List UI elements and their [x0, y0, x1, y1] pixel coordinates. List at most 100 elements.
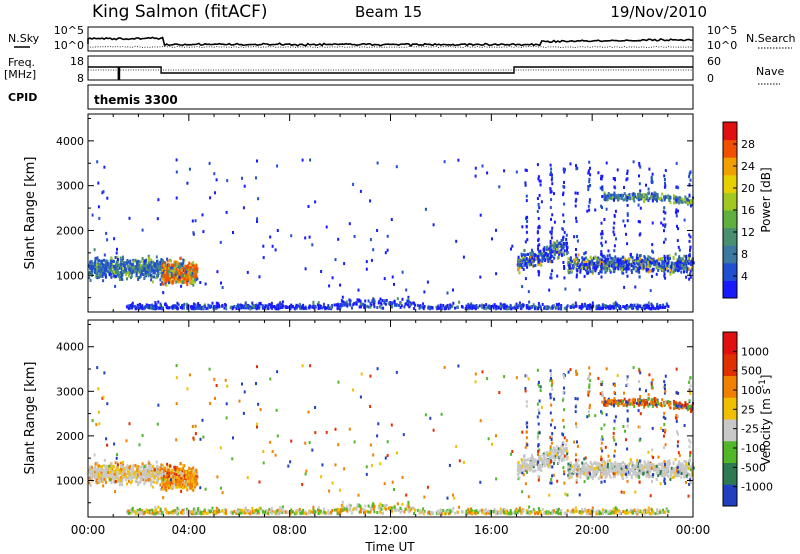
- power-point: [171, 265, 174, 269]
- power-point: [669, 196, 672, 200]
- velocity-point: [326, 511, 329, 515]
- power-point: [118, 263, 121, 267]
- power-point: [549, 254, 552, 258]
- power-point: [637, 262, 639, 266]
- power-point: [560, 246, 563, 250]
- power-point: [614, 255, 617, 259]
- power-point: [617, 265, 620, 269]
- power-point: [116, 255, 119, 259]
- power-point: [646, 195, 649, 199]
- power-point: [148, 304, 151, 308]
- power-point: [615, 306, 617, 310]
- power-point: [550, 171, 552, 175]
- power-point: [155, 264, 158, 268]
- power-point: [149, 269, 152, 273]
- velocity-point: [600, 511, 602, 515]
- power-point: [569, 261, 572, 265]
- power-point: [627, 260, 630, 263]
- power-point: [648, 197, 651, 201]
- power-point: [110, 272, 113, 276]
- velocity-point: [104, 469, 107, 473]
- velocity-point: [129, 464, 132, 468]
- power-point: [626, 212, 629, 216]
- power-point: [131, 271, 133, 275]
- velocity-point: [128, 467, 131, 470]
- power-point: [188, 167, 191, 171]
- velocity-point: [98, 464, 101, 468]
- power-point: [93, 266, 96, 269]
- power-point: [179, 257, 182, 261]
- velocity-point: [342, 505, 345, 509]
- power-point: [503, 303, 506, 307]
- power-point: [660, 221, 663, 225]
- velocity-point: [100, 473, 103, 477]
- power-point: [565, 237, 568, 241]
- colorbar-tick-label: 12: [741, 226, 755, 239]
- frequency-line: [88, 66, 693, 80]
- velocity-point: [166, 469, 169, 473]
- velocity-point: [171, 469, 174, 473]
- power-point: [627, 267, 629, 271]
- power-point: [613, 260, 616, 264]
- power-point: [651, 172, 654, 176]
- power-point: [276, 229, 279, 232]
- power-point: [592, 269, 595, 273]
- power-point: [136, 259, 139, 263]
- power-point: [626, 213, 629, 217]
- velocity-point: [475, 509, 478, 513]
- power-point: [384, 302, 387, 306]
- power-point: [97, 181, 100, 185]
- power-point: [641, 193, 643, 197]
- power-point: [555, 250, 558, 254]
- velocity-point: [90, 469, 93, 473]
- power-point: [649, 307, 652, 310]
- power-point: [531, 305, 534, 308]
- power-point: [146, 269, 149, 273]
- power-point: [439, 303, 442, 307]
- velocity-point: [217, 507, 220, 511]
- power-y-label: Slant Range [km]: [23, 157, 38, 270]
- power-point: [485, 307, 488, 311]
- power-point: [400, 304, 403, 308]
- power-point: [596, 261, 599, 265]
- power-point: [267, 306, 269, 310]
- velocity-point: [98, 468, 101, 472]
- velocity-point: [114, 472, 117, 476]
- power-point: [191, 279, 193, 283]
- power-point: [204, 305, 207, 309]
- power-point: [655, 272, 658, 276]
- power-point: [551, 213, 554, 217]
- power-point: [273, 305, 276, 308]
- power-point: [663, 274, 666, 278]
- power-point: [558, 302, 560, 306]
- power-point: [346, 304, 349, 308]
- colorbar-segment: [723, 245, 737, 264]
- power-point: [524, 277, 527, 281]
- power-point: [147, 254, 150, 258]
- power-point: [373, 299, 376, 303]
- power-point: [647, 306, 650, 310]
- power-point: [522, 258, 525, 262]
- power-point: [181, 273, 184, 277]
- velocity-point: [102, 474, 104, 477]
- power-point: [336, 305, 339, 309]
- power-point: [654, 194, 656, 198]
- power-point: [540, 263, 543, 267]
- velocity-point: [186, 512, 189, 515]
- power-point: [261, 306, 264, 310]
- power-point: [510, 247, 512, 251]
- power-point: [543, 254, 546, 258]
- power-point: [590, 262, 593, 266]
- velocity-point: [102, 476, 105, 479]
- power-point: [177, 303, 180, 307]
- power-point: [563, 249, 566, 253]
- power-point: [223, 306, 226, 310]
- power-point: [575, 275, 578, 279]
- power-point: [551, 254, 554, 258]
- power-point: [344, 301, 347, 305]
- velocity-point: [157, 476, 160, 480]
- power-point: [594, 269, 597, 273]
- power-point: [140, 264, 142, 268]
- power-point: [514, 307, 517, 310]
- velocity-point: [162, 483, 165, 487]
